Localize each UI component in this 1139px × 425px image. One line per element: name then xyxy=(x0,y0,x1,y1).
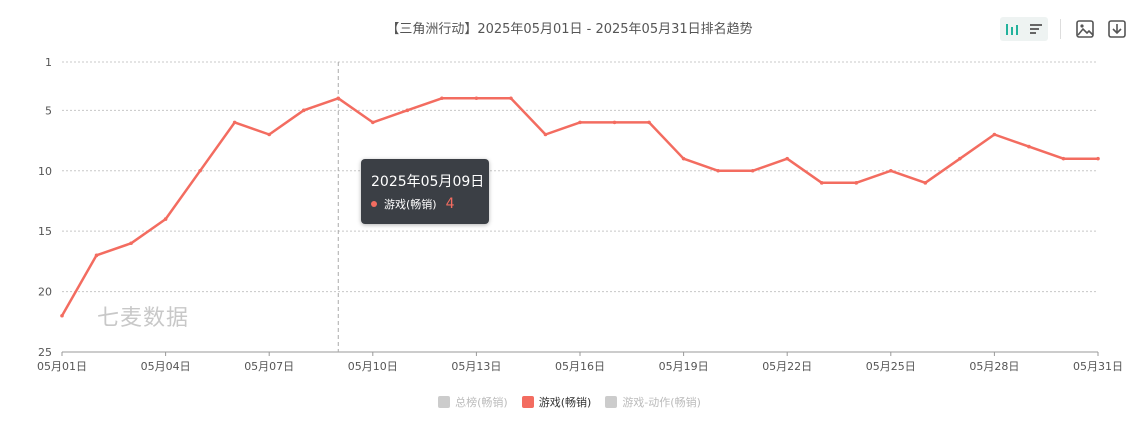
x-tick-label: 05月13日 xyxy=(451,360,501,373)
tooltip-series-name: 游戏(畅销) xyxy=(384,198,437,211)
data-point xyxy=(198,168,202,173)
data-point xyxy=(336,96,341,101)
data-point xyxy=(1027,144,1031,149)
x-tick-label: 05月19日 xyxy=(659,360,709,373)
data-point xyxy=(785,156,789,161)
legend-swatch xyxy=(521,396,534,408)
data-point xyxy=(716,168,720,173)
toolbar-divider xyxy=(1060,19,1061,39)
legend-label: 总榜(畅销) xyxy=(455,396,508,409)
chart-toolbar xyxy=(1000,17,1129,41)
x-tick-label: 05月04日 xyxy=(141,360,191,373)
y-tick-label: 10 xyxy=(38,165,52,178)
data-point xyxy=(854,181,859,185)
data-point xyxy=(1061,156,1066,161)
data-point xyxy=(405,108,410,113)
y-tick-label: 1 xyxy=(45,56,52,69)
y-tick-label: 5 xyxy=(45,104,52,117)
data-point xyxy=(612,120,617,125)
tooltip-value: 4 xyxy=(445,196,455,212)
y-tick-label: 20 xyxy=(38,286,52,299)
data-point xyxy=(60,313,64,318)
tooltip-row: 游戏(畅销) 4 xyxy=(371,196,455,212)
data-point xyxy=(267,132,272,137)
tooltip-date: 2025年05月09日 xyxy=(371,174,485,190)
data-point xyxy=(889,168,893,173)
x-tick-label: 05月07日 xyxy=(244,360,294,373)
data-point xyxy=(509,96,513,101)
data-point xyxy=(301,108,306,113)
data-point xyxy=(94,253,99,258)
legend-item-games-action[interactable]: 游戏-动作(畅销) xyxy=(605,394,701,410)
legend: 总榜(畅销) 游戏(畅销) 游戏-动作(畅销) xyxy=(0,394,1139,410)
download-icon[interactable] xyxy=(1105,17,1129,41)
x-tick-label: 05月10日 xyxy=(348,360,398,373)
data-point xyxy=(371,120,375,125)
tooltip-series-dot xyxy=(371,201,377,207)
data-point xyxy=(681,156,686,161)
watermark: 七麦数据 xyxy=(97,306,190,331)
data-point xyxy=(1096,156,1100,161)
legend-label: 游戏-动作(畅销) xyxy=(622,396,701,409)
data-point xyxy=(543,132,548,137)
data-point xyxy=(578,120,582,125)
data-point xyxy=(232,120,237,125)
x-tick-label: 05月25日 xyxy=(866,360,916,373)
data-point xyxy=(750,168,755,173)
chart-type-toggle xyxy=(1000,17,1048,41)
legend-swatch xyxy=(605,396,618,408)
legend-swatch xyxy=(438,396,451,408)
x-tick-label: 05月28日 xyxy=(969,360,1019,373)
x-tick-label: 05月22日 xyxy=(762,360,812,373)
y-tick-label: 25 xyxy=(38,346,52,359)
legend-label: 游戏(畅销) xyxy=(538,396,592,409)
data-point xyxy=(647,120,651,125)
x-tick-label: 05月01日 xyxy=(37,360,87,373)
data-point xyxy=(958,156,962,161)
data-point xyxy=(992,132,997,137)
legend-item-games[interactable]: 游戏(畅销) xyxy=(521,394,592,410)
x-tick-label: 05月31日 xyxy=(1073,360,1123,373)
data-point xyxy=(923,181,928,185)
data-point xyxy=(129,241,133,246)
data-point xyxy=(819,181,824,185)
data-point xyxy=(163,217,168,221)
bar-chart-icon[interactable] xyxy=(1000,17,1024,41)
save-image-icon[interactable] xyxy=(1073,17,1097,41)
x-tick-label: 05月16日 xyxy=(555,360,605,373)
data-point xyxy=(474,96,479,101)
tooltip: 2025年05月09日 游戏(畅销) 4 xyxy=(361,159,489,224)
series-line xyxy=(60,97,1098,317)
list-icon[interactable] xyxy=(1024,17,1048,41)
data-point xyxy=(440,96,444,101)
chart-title: 【三角洲行动】2025年05月01日 - 2025年05月31日排名趋势 xyxy=(386,22,753,37)
legend-item-overall[interactable]: 总榜(畅销) xyxy=(438,394,508,410)
y-tick-label: 15 xyxy=(38,225,52,238)
